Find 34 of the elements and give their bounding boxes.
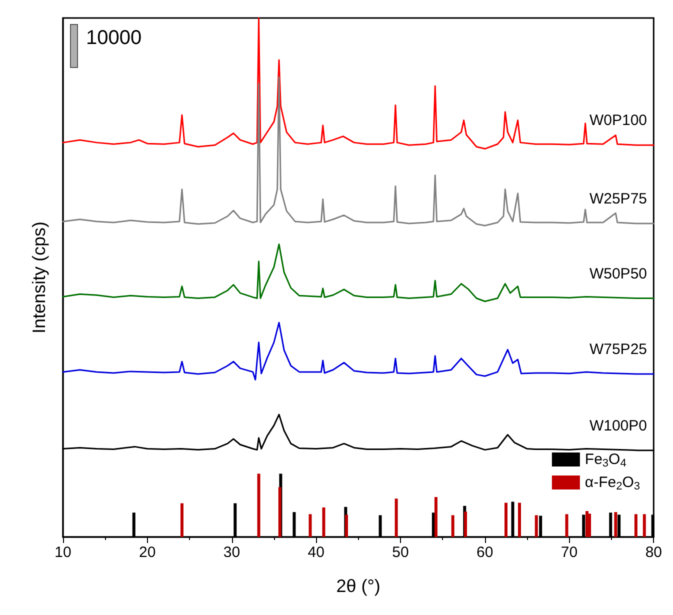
bar xyxy=(451,515,454,537)
bar xyxy=(534,515,538,537)
bar xyxy=(434,497,438,537)
bar xyxy=(565,514,568,537)
x-tick-label: 80 xyxy=(645,544,662,561)
bar xyxy=(464,512,467,537)
x-tick-label: 10 xyxy=(54,544,72,561)
bar xyxy=(345,514,348,537)
series-label: W75P25 xyxy=(589,341,648,358)
bar xyxy=(394,498,398,537)
x-tick-label: 70 xyxy=(560,544,578,561)
series-label: W50P50 xyxy=(589,265,648,282)
annotation: 10000 xyxy=(86,27,142,49)
y-axis-title: Intensity (cps) xyxy=(29,221,49,334)
bar xyxy=(614,512,618,537)
bar xyxy=(588,514,592,537)
bar xyxy=(518,502,521,537)
bar xyxy=(634,514,638,537)
x-tick-label: 20 xyxy=(139,544,156,561)
bar xyxy=(642,514,646,537)
series-label: W100P0 xyxy=(589,417,648,434)
bar xyxy=(180,503,184,537)
x-axis-title: 2θ (°) xyxy=(336,576,380,596)
x-tick-label: 40 xyxy=(308,544,324,561)
series-label: W0P100 xyxy=(589,112,648,130)
series-label: W25P75 xyxy=(589,190,648,208)
x-tick-label: 60 xyxy=(476,544,494,561)
bar xyxy=(257,474,260,537)
x-tick-label: 50 xyxy=(392,544,409,561)
bar xyxy=(278,487,282,537)
x-tick-label: 30 xyxy=(223,544,240,561)
bar xyxy=(504,502,508,537)
bar xyxy=(322,507,326,537)
bar xyxy=(308,514,312,537)
